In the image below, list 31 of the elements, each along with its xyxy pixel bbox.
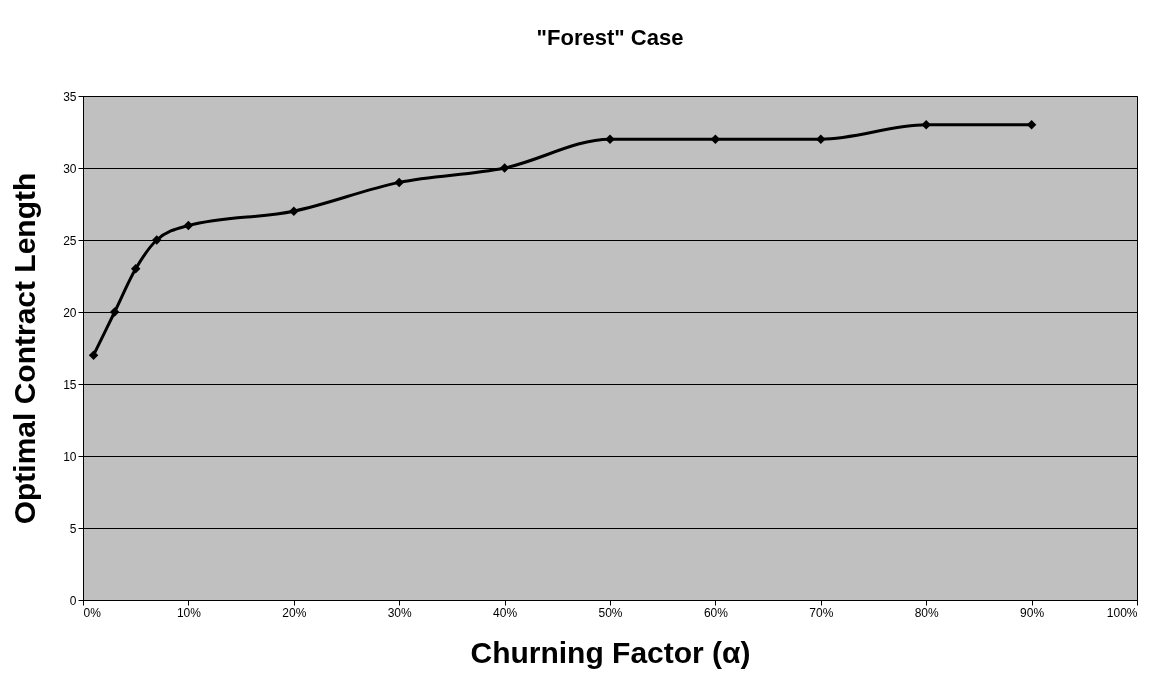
x-tick-label: 30% bbox=[387, 605, 413, 620]
y-tick-label: 10 bbox=[63, 449, 77, 464]
chart-title: "Forest" Case bbox=[536, 25, 684, 50]
point bbox=[921, 120, 931, 130]
x-tick-label: 70% bbox=[809, 605, 834, 620]
point bbox=[289, 206, 299, 216]
point bbox=[394, 177, 404, 188]
point bbox=[816, 134, 826, 144]
point bbox=[499, 163, 510, 173]
x-tick-label: 40% bbox=[493, 605, 518, 620]
y-tick-label: 30 bbox=[63, 161, 77, 176]
y-tick-label: 15 bbox=[63, 377, 77, 392]
y-tick-label: 35 bbox=[63, 89, 77, 104]
point bbox=[109, 307, 120, 317]
point bbox=[130, 264, 141, 274]
x-tick-label: 0% bbox=[83, 605, 102, 620]
point bbox=[88, 350, 99, 360]
x-tick-label: 10% bbox=[176, 605, 202, 620]
x-tick-label: 20% bbox=[282, 605, 307, 620]
point bbox=[183, 220, 194, 231]
x-tick-label: 50% bbox=[598, 605, 623, 620]
x-tick-label: 60% bbox=[703, 605, 729, 620]
y-tick-label: 20 bbox=[63, 305, 77, 320]
y-tick-label: 0 bbox=[69, 593, 77, 608]
y-tick-label: 5 bbox=[69, 521, 77, 536]
x-tick-label: 100% bbox=[1106, 605, 1138, 620]
x-tick-label: 90% bbox=[1020, 605, 1045, 620]
x-tick-label: 80% bbox=[914, 605, 940, 620]
x-axis-title: Churning Factor (α) bbox=[470, 635, 751, 669]
y-tick-label: 25 bbox=[63, 233, 77, 248]
y-axis-title: Optimal Contract Length bbox=[8, 172, 42, 525]
